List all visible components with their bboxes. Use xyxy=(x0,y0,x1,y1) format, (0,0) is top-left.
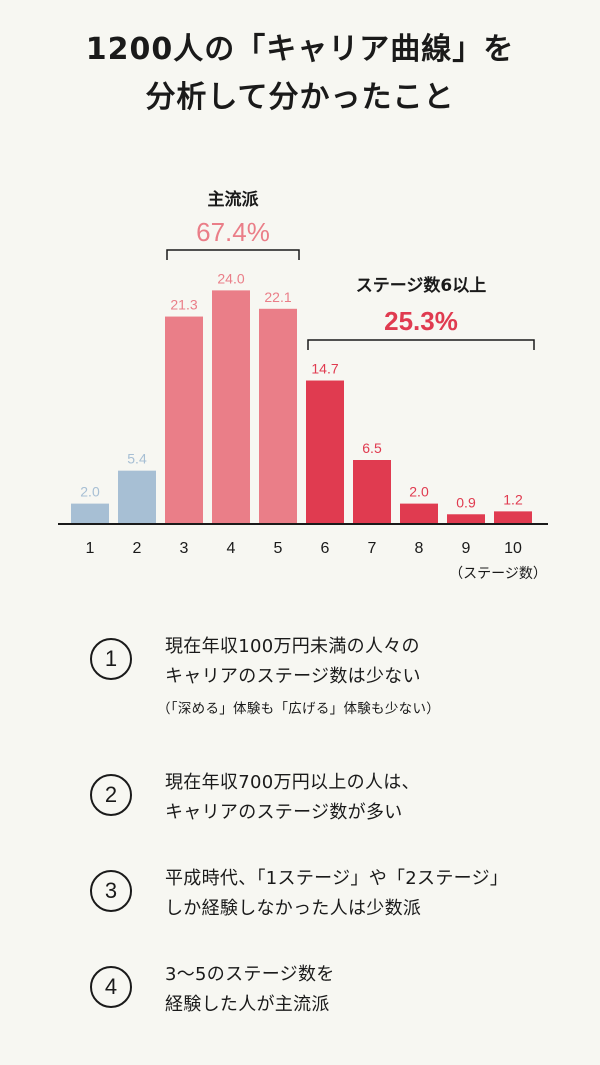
bar-value-label-1: 2.0 xyxy=(80,484,100,500)
x-tick-label-7: 7 xyxy=(368,540,377,557)
annotation-label-1: 主流派 xyxy=(208,189,260,210)
x-tick-label-2: 2 xyxy=(133,540,142,557)
bar-1 xyxy=(71,503,109,523)
x-tick-label-10: 10 xyxy=(504,540,522,557)
x-tick-label-5: 5 xyxy=(274,540,283,557)
annotation-value-1: 67.4% xyxy=(196,217,270,247)
finding-2-line-2: キャリアのステージ数が多い xyxy=(165,802,403,823)
finding-3-line-1: 平成時代、「1ステージ」や「2ステージ」 xyxy=(165,868,509,889)
finding-number-1: 1 xyxy=(90,638,132,680)
stage-count-bar-chart: 2.0 1 5.4 2 21.3 3 24.0 4 22.1 5 14.7 6 6.5 7 2.0 8 0.9 9… xyxy=(58,189,548,582)
finding-1-note: （「深める」体験も「広げる」体験も少ない） xyxy=(157,701,441,717)
bracket-2 xyxy=(307,339,535,350)
x-tick-label-9: 9 xyxy=(462,540,471,557)
bar-value-label-4: 24.0 xyxy=(217,270,244,286)
bar-value-label-6: 14.7 xyxy=(311,361,338,377)
page-title: 1200人の「キャリア曲線」を 分析して分かったこと xyxy=(0,26,600,122)
finding-3-line-2: しか経験しなかった人は少数派 xyxy=(165,898,422,919)
bar-value-label-9: 0.9 xyxy=(456,494,476,510)
x-tick-label-4: 4 xyxy=(227,540,236,557)
bar-8 xyxy=(400,503,438,523)
bar-10 xyxy=(494,511,532,523)
title-line-2: 分析して分かったこと xyxy=(145,80,455,115)
finding-1-line-1: 現在年収100万円未満の人々の xyxy=(165,636,420,657)
bar-value-label-3: 21.3 xyxy=(170,297,197,313)
x-tick-label-6: 6 xyxy=(321,540,330,557)
finding-1-line-2: キャリアのステージ数は少ない xyxy=(165,666,421,687)
bar-value-label-5: 22.1 xyxy=(264,289,291,305)
bracket-1 xyxy=(166,249,300,260)
title-line-1: 1200人の「キャリア曲線」を xyxy=(85,32,515,67)
bar-3 xyxy=(165,316,203,523)
annotation-label-2: ステージ数6以上 xyxy=(356,275,487,296)
bar-2 xyxy=(118,470,156,523)
x-axis-label: （ステージ数） xyxy=(449,566,547,582)
finding-number-2: 2 xyxy=(90,774,132,816)
bar-6 xyxy=(306,380,344,523)
bar-value-label-8: 2.0 xyxy=(409,484,429,500)
bar-value-label-10: 1.2 xyxy=(503,491,523,507)
finding-2-line-1: 現在年収700万円以上の人は、 xyxy=(165,772,420,793)
finding-number-4: 4 xyxy=(90,966,132,1008)
bar-value-label-2: 5.4 xyxy=(127,451,147,467)
finding-4-line-2: 経験した人が主流派 xyxy=(165,994,330,1015)
bar-4 xyxy=(212,290,250,523)
bar-9 xyxy=(447,514,485,523)
finding-4-line-1: 3〜5のステージ数を xyxy=(165,964,335,985)
x-tick-label-8: 8 xyxy=(415,540,424,557)
bar-value-label-7: 6.5 xyxy=(362,440,382,456)
finding-number-3: 3 xyxy=(90,870,132,912)
bar-7 xyxy=(353,460,391,523)
annotation-value-2: 25.3% xyxy=(384,306,458,336)
bar-5 xyxy=(259,308,297,523)
x-tick-label-1: 1 xyxy=(86,540,95,557)
x-tick-label-3: 3 xyxy=(180,540,189,557)
